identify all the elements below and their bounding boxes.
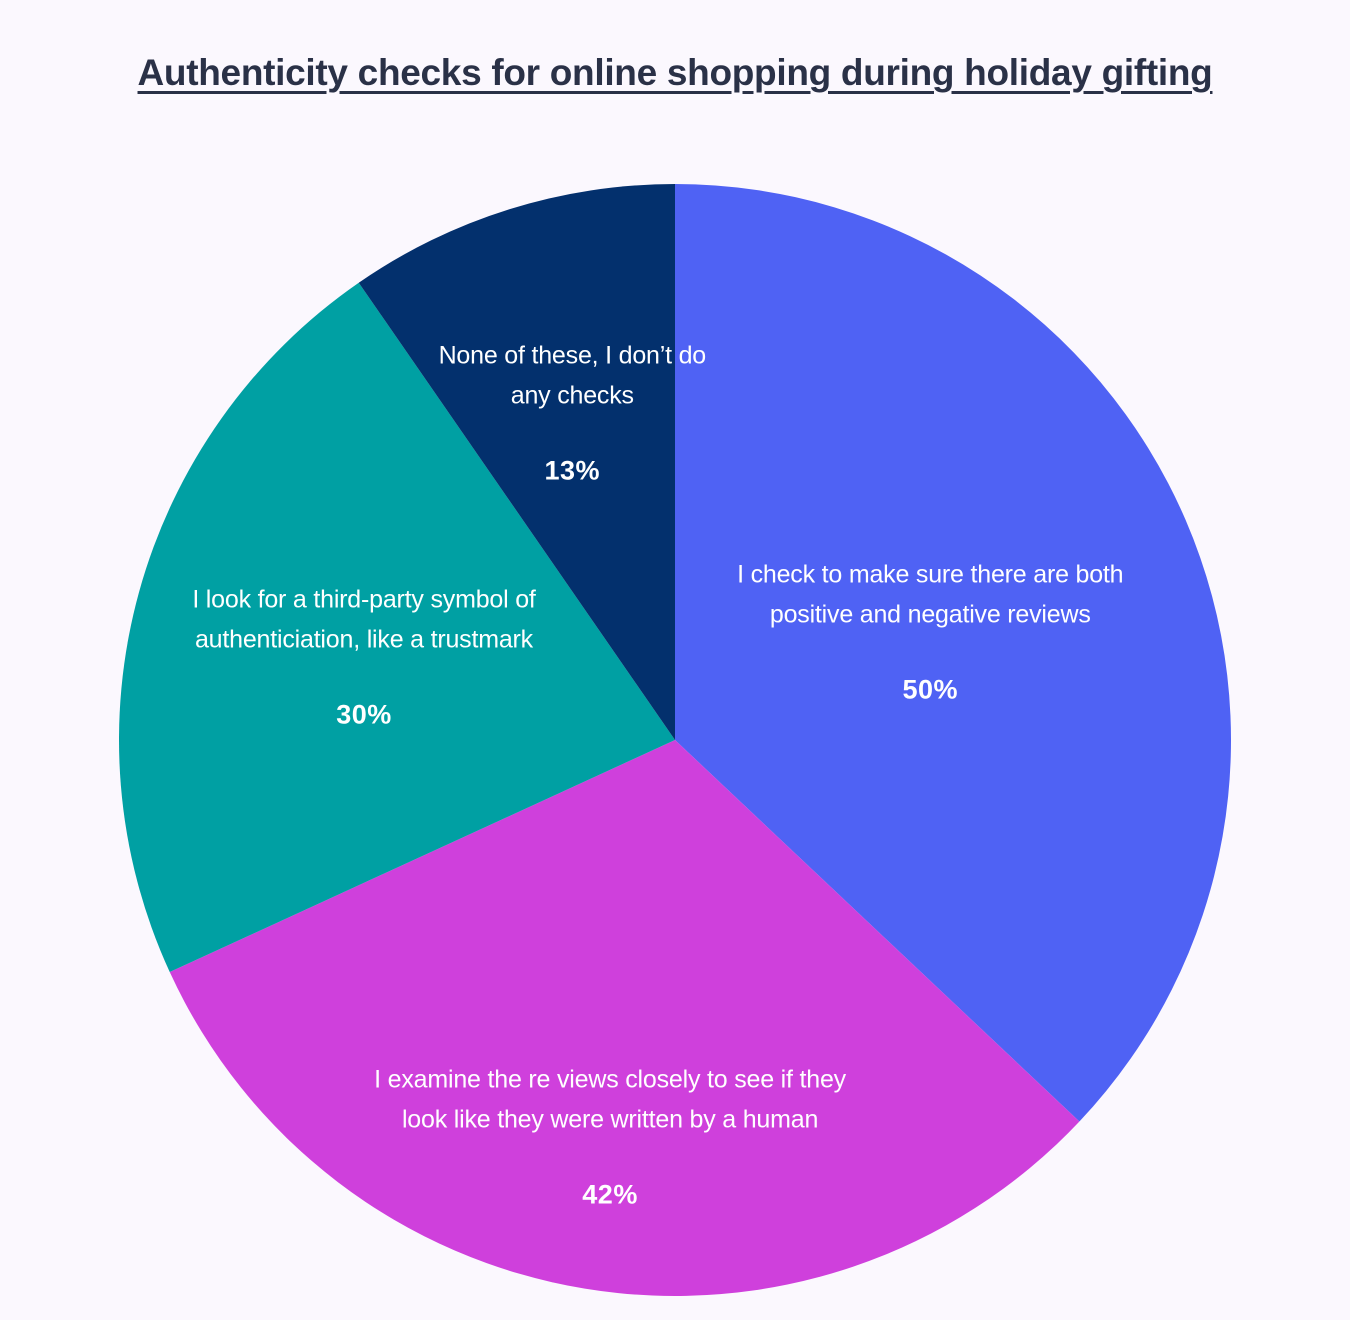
slice-label-no-checks: None of these, I don’t do any checks 13% [437,335,707,486]
slice-label-trustmark: I look for a third-party symbol of authe… [174,579,554,730]
slice-no-checks [358,184,675,740]
slice-human-written [169,740,1080,1296]
slice-reviews-balance [675,184,1231,1122]
slice-category-label: I examine the re views closely to see if… [374,1065,846,1134]
slice-trustmark [119,282,676,973]
chart-title: Authenticity checks for online shopping … [137,52,1213,93]
slice-value-label: 13% [544,455,601,486]
slice-category-label: None of these, I don’t do any checks [438,341,707,410]
slice-label-reviews-balance: I check to make sure there are both posi… [700,554,1160,705]
slice-category-label: I look for a third-party symbol of authe… [192,585,536,654]
pie-slices [119,184,1231,1296]
slice-value-label: 50% [902,674,959,705]
slice-category-label: I check to make sure there are both posi… [737,560,1124,629]
slice-value-label: 42% [582,1179,638,1210]
slice-label-human-written: I examine the re views closely to see if… [365,1060,855,1211]
slice-value-label: 30% [336,699,392,730]
